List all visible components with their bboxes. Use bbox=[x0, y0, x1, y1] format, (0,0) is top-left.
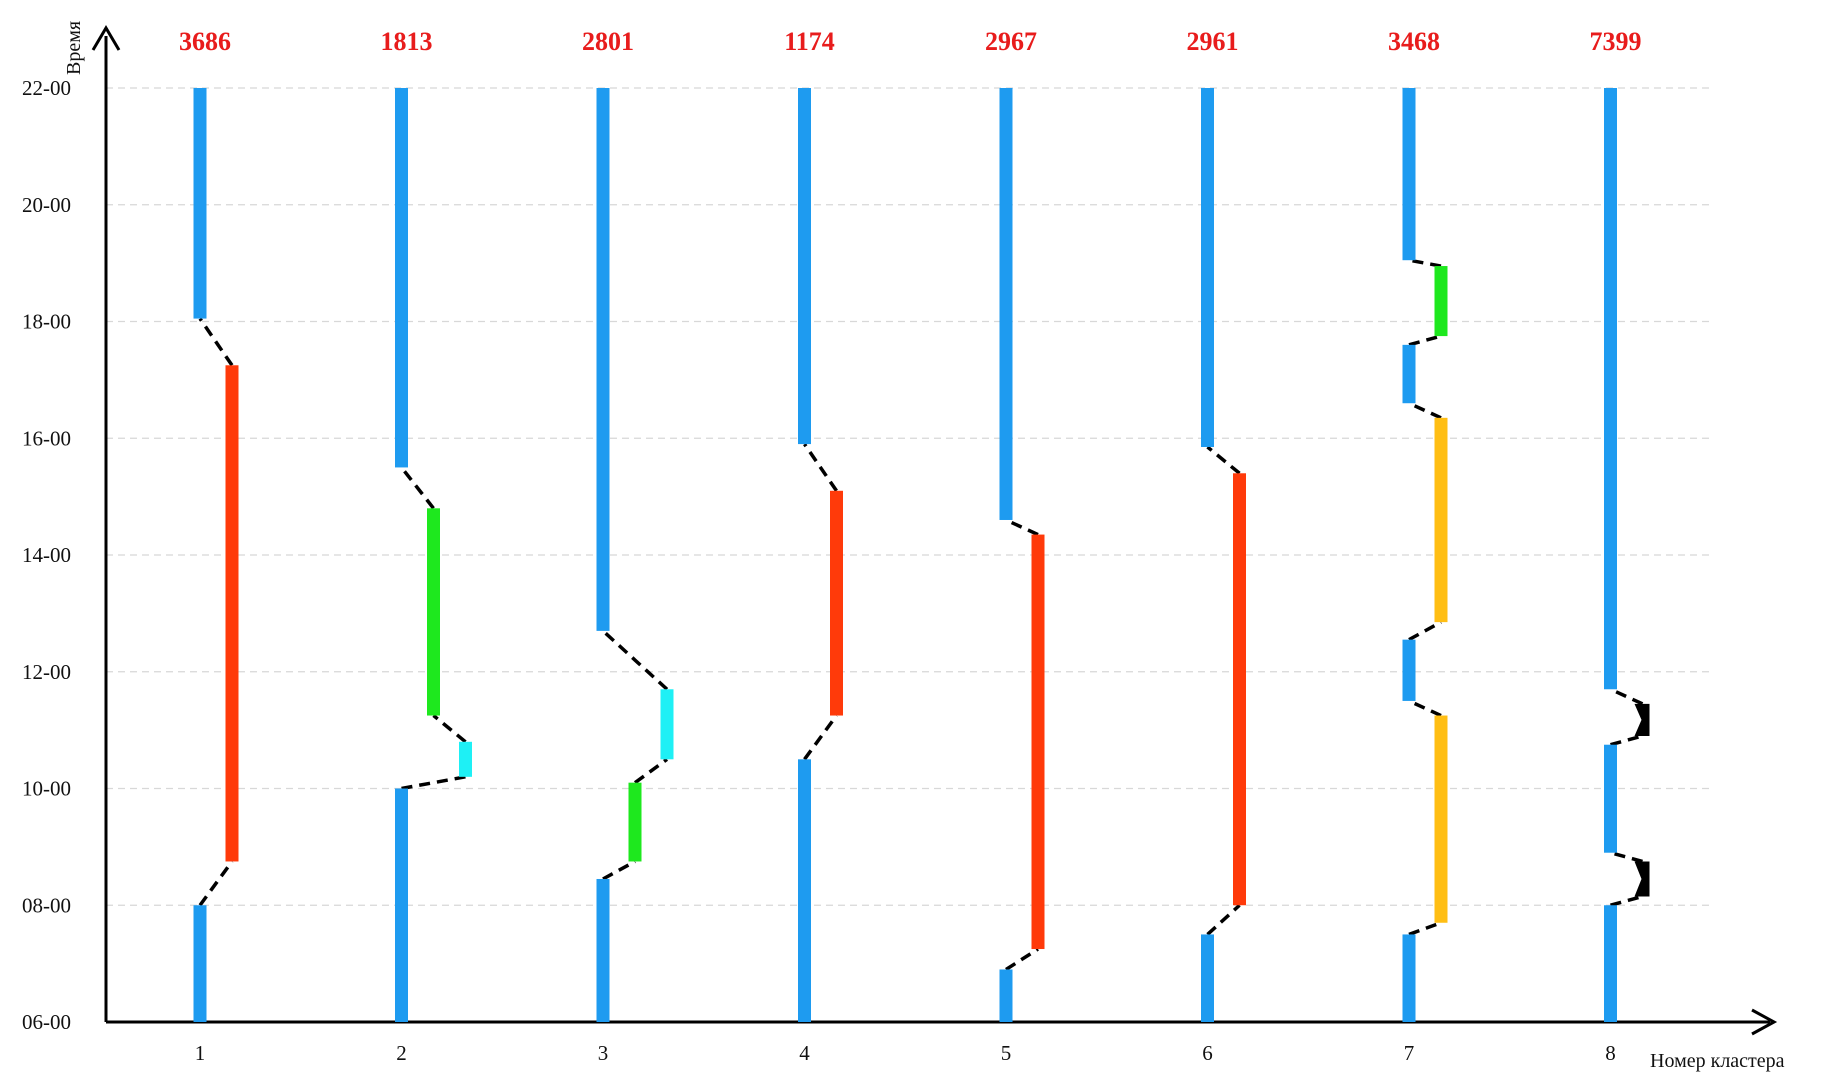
home-bar bbox=[999, 969, 1013, 1022]
transition-connector bbox=[401, 775, 466, 791]
transition-connector bbox=[400, 466, 435, 510]
transition-connector bbox=[1408, 258, 1442, 268]
home-bar bbox=[395, 88, 408, 468]
home-bar bbox=[1201, 88, 1214, 448]
home-bar bbox=[1402, 934, 1416, 1022]
cluster-8: 7399 8 bbox=[1590, 27, 1650, 1065]
transition-connector bbox=[1206, 903, 1241, 936]
home-bar bbox=[193, 88, 207, 319]
transition-connector bbox=[1005, 947, 1039, 971]
transition-connector bbox=[1610, 851, 1643, 864]
activity-bar-green bbox=[1434, 266, 1448, 337]
home-bar bbox=[193, 905, 207, 1022]
cluster-number-label: 6 bbox=[1202, 1041, 1213, 1065]
y-axis-title: Время bbox=[63, 21, 85, 75]
activity-bar-red bbox=[1031, 534, 1045, 950]
cluster-number-label: 2 bbox=[396, 1041, 407, 1065]
y-tick-label: 14-00 bbox=[22, 543, 71, 567]
activity-bar-black bbox=[1634, 703, 1650, 736]
home-bar bbox=[1402, 639, 1416, 701]
cluster-count: 7399 bbox=[1590, 27, 1642, 56]
y-tick-label: 12-00 bbox=[22, 660, 71, 684]
activity-bar-black bbox=[1634, 861, 1650, 897]
home-bar bbox=[1402, 344, 1416, 404]
transition-connector bbox=[803, 443, 838, 492]
home-bar bbox=[798, 88, 811, 445]
cluster-4: 1174 4 bbox=[784, 27, 843, 1065]
cluster-number-label: 1 bbox=[195, 1041, 206, 1065]
home-bar bbox=[596, 878, 610, 1022]
y-tick-label: 16-00 bbox=[22, 426, 71, 450]
x-axis-arrow-icon bbox=[1751, 1008, 1778, 1036]
activity-bar-red bbox=[225, 365, 239, 862]
home-bar bbox=[999, 88, 1013, 520]
cluster-count: 2961 bbox=[1187, 27, 1239, 56]
clusters: 3686 1 1813 2 2801 3 1174 4 2967 5 2961 6 3468 7 7399 8 bbox=[179, 27, 1650, 1065]
y-tick-label: 08-00 bbox=[22, 893, 71, 917]
transition-connector bbox=[601, 629, 669, 691]
home-bar bbox=[1604, 905, 1617, 1022]
cluster-2: 1813 2 bbox=[381, 27, 472, 1065]
transition-connector bbox=[198, 860, 234, 907]
cluster-number-label: 5 bbox=[1001, 1041, 1012, 1065]
transition-connector bbox=[1610, 734, 1643, 747]
home-bar bbox=[798, 759, 811, 1022]
home-bar bbox=[1604, 744, 1617, 853]
cluster-number-label: 8 bbox=[1605, 1041, 1616, 1065]
transition-connector bbox=[602, 859, 636, 881]
transition-connector bbox=[1206, 445, 1241, 475]
activity-bar-cyan bbox=[459, 741, 472, 777]
home-bar bbox=[395, 788, 408, 1022]
transition-connector bbox=[1408, 699, 1442, 718]
cluster-number-label: 3 bbox=[598, 1041, 609, 1065]
cluster-count: 1813 bbox=[381, 27, 433, 56]
cluster-1: 3686 1 bbox=[179, 27, 239, 1065]
x-axis-title: Номер кластера bbox=[1650, 1050, 1785, 1072]
activity-bar-red bbox=[1233, 473, 1246, 906]
home-bar bbox=[1604, 88, 1617, 690]
activity-bar-green bbox=[628, 782, 642, 862]
transition-connector bbox=[1408, 620, 1442, 642]
cluster-count: 2801 bbox=[582, 27, 634, 56]
cluster-count: 3686 bbox=[179, 27, 231, 56]
transition-connector bbox=[1609, 687, 1644, 706]
activity-bar-orange bbox=[1434, 715, 1448, 923]
y-tick-label: 20-00 bbox=[22, 193, 71, 217]
transition-connector bbox=[1408, 334, 1442, 347]
home-bar bbox=[1201, 934, 1214, 1022]
cluster-7: 3468 7 bbox=[1388, 27, 1448, 1065]
transition-connector bbox=[432, 714, 467, 744]
transition-connector bbox=[803, 714, 838, 761]
axes: Время Номер кластера bbox=[63, 21, 1785, 1072]
gridlines bbox=[106, 87, 1710, 906]
transition-connector bbox=[633, 757, 669, 785]
cluster-count: 2967 bbox=[985, 27, 1037, 56]
transition-connector bbox=[198, 317, 234, 367]
cluster-count: 3468 bbox=[1388, 27, 1440, 56]
transition-connector bbox=[1408, 401, 1442, 420]
y-tick-label: 18-00 bbox=[22, 310, 71, 334]
y-tick-labels: 22-00 20-00 18-00 16-00 14-00 12-00 10-00 08-00… bbox=[22, 76, 71, 1034]
y-tick-label: 10-00 bbox=[22, 777, 71, 801]
activity-bar-cyan bbox=[660, 689, 674, 760]
transition-connector bbox=[1408, 921, 1442, 937]
y-tick-label: 06-00 bbox=[22, 1010, 71, 1034]
cluster-number-label: 7 bbox=[1404, 1041, 1415, 1065]
y-tick-label: 22-00 bbox=[22, 76, 71, 100]
activity-bar-red bbox=[830, 490, 843, 716]
cluster-5: 2967 5 bbox=[985, 27, 1045, 1065]
cluster-3: 2801 3 bbox=[582, 27, 674, 1065]
transition-connector bbox=[1005, 518, 1039, 537]
cluster-6: 2961 6 bbox=[1187, 27, 1246, 1065]
cluster-count: 1174 bbox=[784, 27, 835, 56]
cluster-number-label: 4 bbox=[799, 1041, 810, 1065]
home-bar bbox=[596, 88, 610, 631]
activity-bar-orange bbox=[1434, 417, 1448, 623]
home-bar bbox=[1402, 88, 1416, 261]
activity-bar-green bbox=[427, 508, 440, 716]
transition-connector bbox=[1610, 894, 1643, 907]
y-axis-arrow-icon bbox=[91, 25, 121, 51]
